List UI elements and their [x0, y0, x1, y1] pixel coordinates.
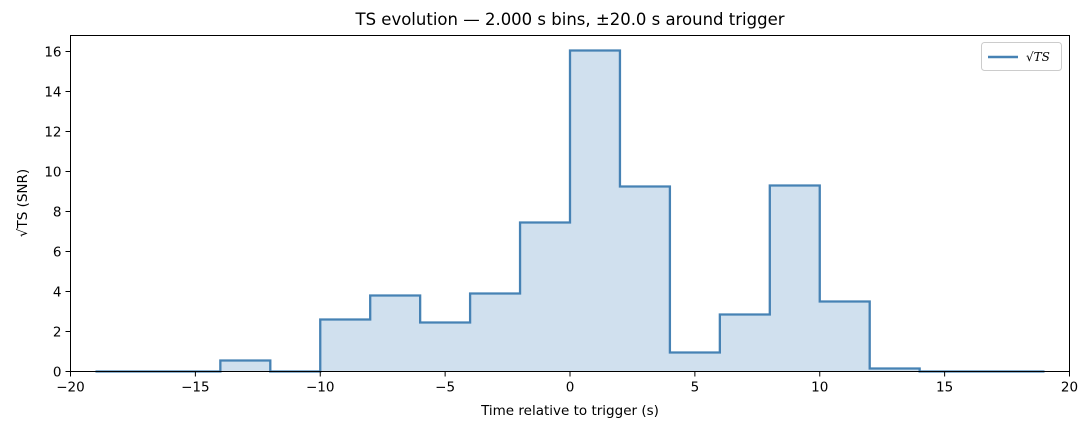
plot-area	[95, 49, 1045, 373]
x-tick-label: −15	[181, 380, 210, 396]
x-tick-label: 20	[1061, 380, 1078, 396]
x-tick-label: −10	[306, 380, 335, 396]
histogram-bin	[220, 361, 270, 372]
histogram-bin	[520, 223, 570, 372]
histogram-bin	[770, 186, 820, 372]
y-tick-label: 4	[53, 285, 62, 301]
x-tick-label: 15	[936, 380, 953, 396]
y-tick-label: 16	[44, 45, 61, 61]
histogram-bin	[720, 315, 770, 372]
x-tick-label: 5	[691, 380, 700, 396]
histogram-bin	[370, 296, 420, 372]
histogram-bin	[670, 353, 720, 372]
legend-label: √TS	[1026, 50, 1050, 64]
y-tick-label: 12	[44, 125, 61, 141]
y-tick-label: 14	[44, 85, 61, 101]
histogram-bin	[420, 323, 470, 372]
histogram-bin	[620, 187, 670, 372]
histogram-bin	[570, 51, 620, 372]
y-tick-label: 8	[53, 205, 62, 221]
x-axis-label: Time relative to trigger (s)	[480, 403, 659, 419]
y-tick-label: 0	[53, 365, 62, 381]
histogram-bin	[320, 320, 370, 372]
x-axis: −20 −15 −10 −5 0 5 10 15 20	[56, 371, 1078, 396]
histogram-bin	[820, 302, 870, 372]
y-axis-label: √TS (SNR)	[15, 169, 31, 237]
legend: √TS	[981, 42, 1062, 71]
y-tick-label: 2	[53, 325, 62, 341]
x-tick-label: 10	[811, 380, 828, 396]
y-tick-label: 6	[53, 245, 62, 261]
y-tick-label: 10	[44, 165, 61, 181]
x-tick-label: −5	[435, 380, 455, 396]
y-axis: 0 2 4 6 8 10 12 14 16	[44, 45, 71, 381]
x-tick-label: −20	[56, 380, 85, 396]
x-tick-label: 0	[566, 380, 575, 396]
series-step-line	[95, 49, 1045, 373]
y-axis-label-group: √TS (SNR)	[15, 169, 31, 237]
histogram-bin	[470, 294, 520, 372]
legend-box	[981, 42, 1062, 71]
chart-title: TS evolution — 2.000 s bins, ±20.0 s aro…	[355, 10, 785, 29]
